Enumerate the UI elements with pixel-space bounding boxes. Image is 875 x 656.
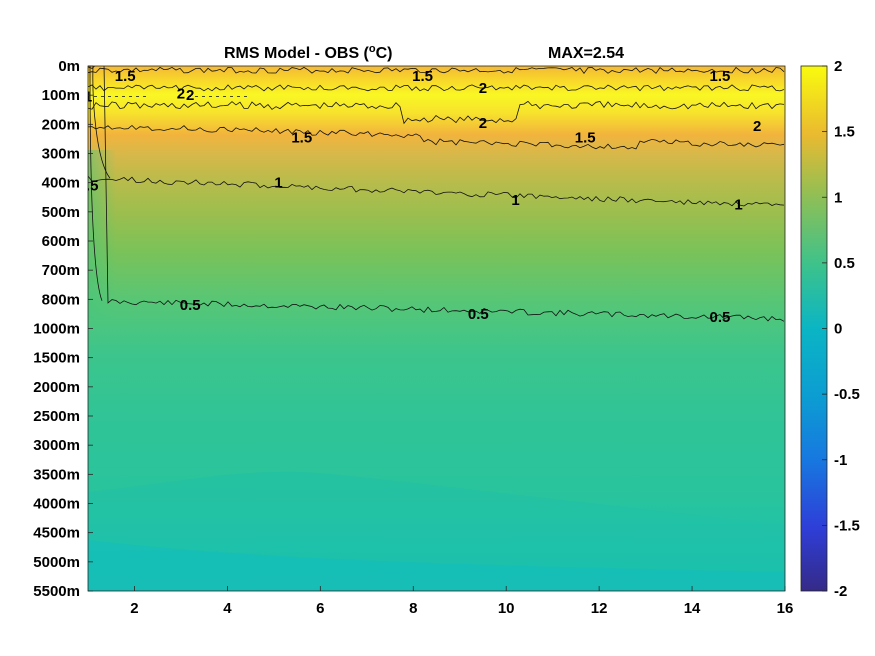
contour-label: 2 <box>186 87 194 104</box>
contour-2-upper <box>88 84 785 92</box>
x-tick-label: 8 <box>409 600 417 617</box>
x-tick-label: 2 <box>130 600 138 617</box>
y-tick-label: 800m <box>42 291 80 308</box>
contour-labels: 1.5 1.5 1.522 22 211.5 1.50.5 11 10.50.5 0.5 <box>78 68 761 326</box>
heatmap-left-shade <box>88 150 116 320</box>
bottom-layer-shade <box>88 540 785 591</box>
x-tick-label: 16 <box>777 600 794 617</box>
y-tick-label: 3500m <box>33 466 80 483</box>
x-axis: 2 4 6 8 10 12 14 16 <box>130 586 793 617</box>
x-tick-label: 4 <box>223 600 232 617</box>
max-label: MAX=2.54 <box>548 45 624 62</box>
colorbar-tick-label: 1.5 <box>834 124 855 141</box>
y-tick-label: 2500m <box>33 408 80 425</box>
x-tick-label: 14 <box>684 600 701 617</box>
y-tick-label: 100m <box>42 87 80 104</box>
y-tick-label: 2000m <box>33 379 80 396</box>
y-tick-label: 5500m <box>33 583 80 600</box>
contour-label: 1.5 <box>575 129 596 146</box>
x-tick-label: 6 <box>316 600 324 617</box>
y-tick-label: 200m <box>42 116 80 133</box>
colorbar-tick-label: -0.5 <box>834 386 860 403</box>
y-tick-label: 1500m <box>33 350 80 367</box>
title-unit-tail: C) <box>376 45 393 62</box>
contour-label: 1.5 <box>115 68 136 85</box>
contour-label: 2 <box>753 118 761 135</box>
contour-1 <box>88 175 785 207</box>
contour-label: 2 <box>479 115 487 132</box>
contour-label: 1 <box>274 175 282 192</box>
colorbar-tick-label: 0 <box>834 321 842 338</box>
colorbar-tick-label: -2 <box>834 583 847 600</box>
contour-label: 0.5 <box>710 309 731 326</box>
colorbar-tick-label: 2 <box>834 58 842 75</box>
contour-0.5-left <box>89 66 103 301</box>
title-main: RMS Model - OBS ( <box>224 45 370 62</box>
contour-label: 1 <box>734 197 742 214</box>
contour-label: 0.5 <box>78 178 99 195</box>
x-tick-label: 12 <box>591 600 608 617</box>
contour-lines <box>88 66 785 322</box>
title-unit-superscript: o <box>369 43 376 55</box>
plot-area: 1.5 1.5 1.522 22 211.5 1.50.5 11 10.50.5 0.5 <box>78 66 785 591</box>
colorbar-tick-label: -1.5 <box>834 517 860 534</box>
colorbar-tick-label: 0.5 <box>834 255 855 272</box>
chart-title: RMS Model - OBS (oC) <box>224 43 393 62</box>
contour-1-left <box>92 66 111 179</box>
contour-label: 2 <box>479 80 487 97</box>
y-tick-label: 300m <box>42 146 80 163</box>
y-tick-label: 600m <box>42 233 80 250</box>
y-axis: 0m 100m 200m 300m 400m 500m 600m 700m 800m 1000m 1… <box>33 58 93 600</box>
contour-label: 0.5 <box>468 306 489 323</box>
contour-2-lower <box>88 100 785 125</box>
contour-1.5-top <box>88 66 785 74</box>
contour-label: 0.5 <box>180 297 201 314</box>
contour-1.5 <box>88 124 785 150</box>
contour-label: 1.5 <box>710 68 731 85</box>
y-tick-label: 5000m <box>33 554 80 571</box>
y-tick-label: 4500m <box>33 525 80 542</box>
contour-label: 1 <box>84 89 92 106</box>
y-tick-label: 3000m <box>33 437 80 454</box>
x-tick-label: 10 <box>498 600 515 617</box>
y-tick-label: 500m <box>42 204 80 221</box>
contour-label: 1 <box>511 192 519 209</box>
y-tick-label: 0m <box>58 58 80 75</box>
contour-label: 1.5 <box>412 68 433 85</box>
contour-0.5 <box>88 66 785 322</box>
y-tick-label: 400m <box>42 175 80 192</box>
y-tick-label: 4000m <box>33 496 80 513</box>
y-tick-label: 1000m <box>33 321 80 338</box>
colorbar-tick-label: 1 <box>834 189 842 206</box>
colorbar-tick-label: -1 <box>834 452 847 469</box>
y-tick-label: 700m <box>42 262 80 279</box>
contour-label: 2 <box>177 86 185 103</box>
colorbar-ticks: 2 1.5 1 0.5 0 -0.5 -1 -1.5 -2 <box>822 58 860 600</box>
contour-label: 1.5 <box>291 129 312 146</box>
